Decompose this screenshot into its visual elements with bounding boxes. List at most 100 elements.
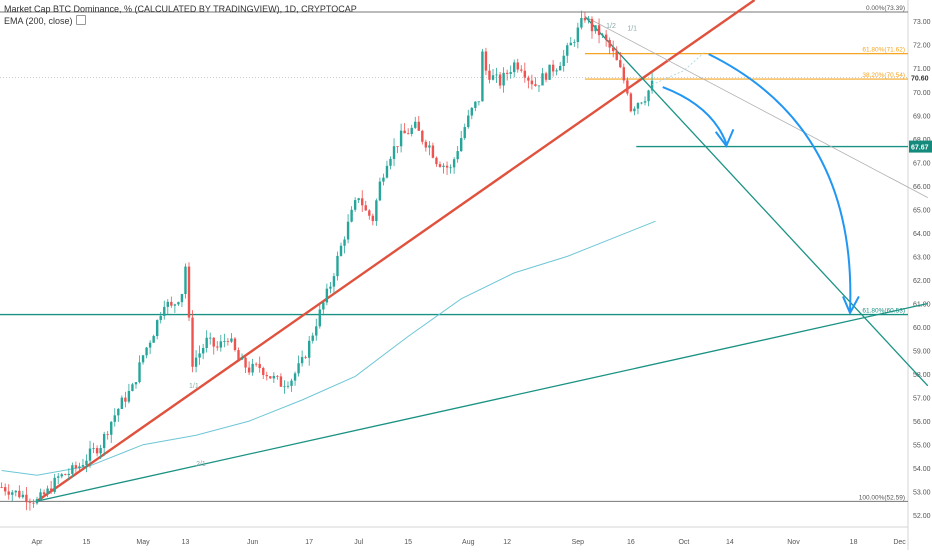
candle-body [67, 473, 71, 476]
candle-body [279, 376, 283, 387]
candle-body [138, 362, 141, 383]
time-tick-label: 14 [726, 539, 734, 546]
candle-body [163, 306, 166, 316]
candle-body [57, 476, 60, 478]
candle-body [180, 294, 184, 303]
time-tick-label: Oct [678, 539, 689, 546]
candle-body [428, 145, 431, 148]
candle-body [438, 164, 442, 167]
price-tick-label: 56.00 [913, 419, 931, 426]
candle-body [375, 200, 378, 222]
candle-body [410, 127, 413, 134]
price-tick-label: 55.00 [913, 443, 931, 450]
fib-label: 100.00%(52.59) [859, 494, 905, 501]
time-tick-label: 15 [83, 539, 91, 546]
level-price-badge-bg [909, 140, 932, 153]
candle-body [120, 397, 124, 409]
candle-body [187, 266, 191, 318]
candle-body [318, 309, 321, 327]
candle-body [541, 73, 544, 86]
candle-body [35, 499, 39, 504]
candle-body [336, 255, 339, 277]
fib-label: 61.80%(60.53) [862, 308, 905, 315]
candle-body [85, 460, 88, 466]
candle-body [311, 335, 314, 341]
price-tick-label: 52.00 [913, 513, 931, 520]
candle-body [307, 340, 311, 358]
time-tick-label: Nov [787, 539, 800, 546]
price-tick-label: 62.00 [913, 278, 931, 285]
candle-body [28, 502, 32, 503]
price-tick-label: 60.00 [913, 325, 931, 332]
candle-body [124, 397, 127, 402]
candle-body [530, 80, 534, 85]
candle-body [622, 67, 626, 81]
candle-body [555, 70, 558, 72]
candle-body [117, 408, 120, 416]
candle-body [290, 380, 293, 386]
candle-body [262, 367, 265, 376]
candle-body [442, 165, 445, 167]
price-tick-label: 72.00 [913, 43, 931, 50]
candle-body [194, 357, 198, 367]
candle-body [159, 315, 162, 321]
candle-body [88, 448, 92, 461]
candle-body [502, 72, 505, 86]
chart-legend: Market Cap BTC Dominance, % (CALCULATED … [4, 3, 357, 27]
candle-body [382, 177, 385, 182]
candle-body [491, 75, 495, 80]
price-tick-label: 73.00 [913, 19, 931, 26]
candle-body [230, 338, 233, 342]
candle-body [456, 151, 459, 160]
candle-body [131, 384, 134, 392]
candle-body [145, 347, 148, 356]
candle-body [269, 376, 272, 379]
settings-icon[interactable] [75, 15, 86, 25]
candle-body [223, 341, 226, 342]
time-tick-label: 12 [503, 539, 511, 546]
candle-body [590, 18, 594, 32]
candle-body [463, 127, 466, 139]
candle-body [39, 492, 42, 500]
candle-body [134, 382, 138, 385]
candle-body [7, 491, 10, 495]
candle-body [357, 198, 360, 201]
price-tick-label: 68.00 [913, 137, 931, 144]
candle-body [477, 101, 481, 103]
time-tick-label: Sep [572, 539, 585, 546]
candle-body [544, 73, 548, 80]
candle-body [201, 348, 205, 354]
candle-body [523, 70, 527, 78]
candle-body [18, 490, 21, 498]
candle-body [569, 42, 572, 46]
candle-body [597, 25, 601, 36]
candle-body [166, 301, 169, 307]
candle-body [177, 302, 180, 305]
candle-body [350, 209, 353, 222]
candle-body [3, 487, 7, 492]
candle-body [322, 302, 325, 310]
candle-body [633, 108, 636, 112]
candle-body [325, 288, 329, 303]
trendline-grey-descending [584, 16, 929, 198]
candle-body [368, 210, 371, 216]
price-tick-label: 70.00 [913, 90, 931, 97]
candle-body [191, 317, 194, 367]
price-tick-label: 67.00 [913, 160, 931, 167]
fan-label: 1/1 [627, 26, 637, 33]
candle-body [81, 465, 85, 467]
candle-body [106, 434, 109, 435]
candle-body [244, 357, 247, 368]
candle-body [392, 146, 396, 159]
candle-body [92, 448, 95, 449]
candle-body [74, 465, 78, 469]
candle-body [558, 65, 562, 71]
trendline-teal-descending [584, 16, 929, 387]
candle-body [474, 101, 477, 108]
candle-body [516, 62, 519, 70]
candle-body [42, 492, 46, 495]
time-tick-label: 15 [404, 539, 412, 546]
